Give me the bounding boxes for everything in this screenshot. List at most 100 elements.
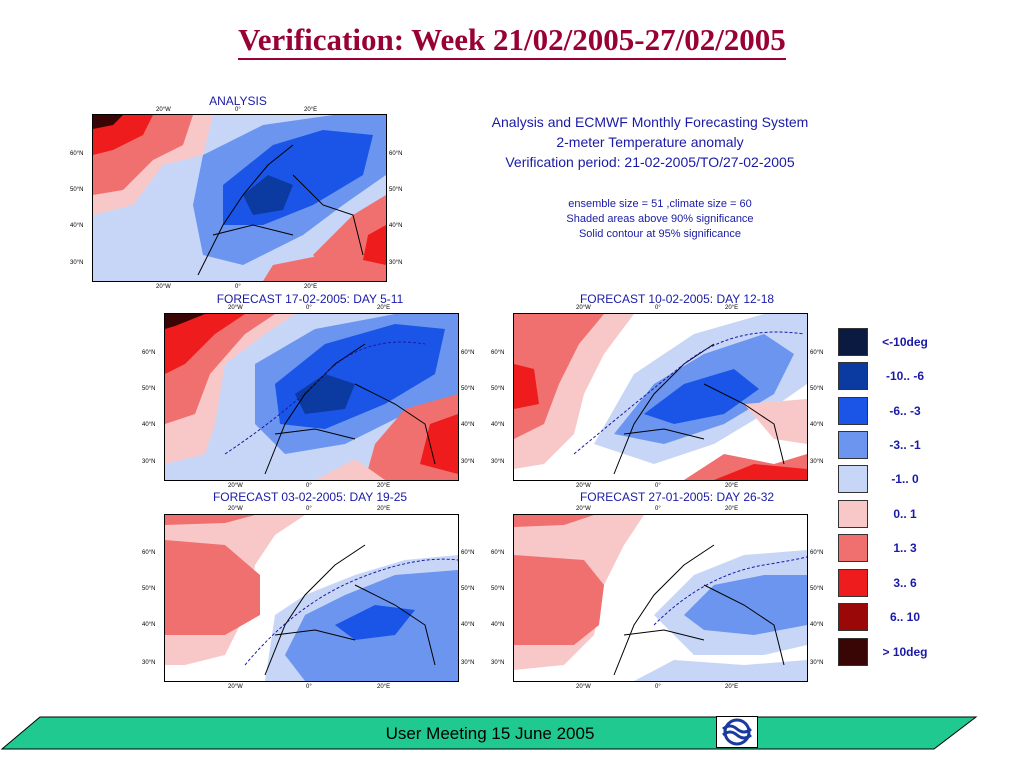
lon-tick: 0° [306, 305, 312, 311]
legend-swatch [838, 569, 868, 597]
lon-tick: 0° [655, 684, 661, 690]
lat-tick: 40°N [491, 622, 505, 628]
legend-swatch [838, 397, 868, 425]
lon-tick: 0° [306, 684, 312, 690]
lon-tick: 20°E [725, 483, 739, 489]
lat-tick: 40°N [70, 223, 84, 229]
map-title-forecast: FORECAST 03-02-2005: DAY 19-25 [212, 490, 408, 504]
lon-tick: 20°E [725, 506, 739, 512]
lat-tick: 50°N [810, 586, 824, 592]
legend-swatch [838, 534, 868, 562]
forecast-map-3 [164, 514, 459, 682]
info-line: Verification period: 21-02-2005/TO/27-02… [505, 154, 795, 170]
legend-label: 0.. 1 [893, 507, 917, 521]
lat-tick: 60°N [142, 550, 156, 556]
lat-tick: 60°N [491, 350, 505, 356]
map-title-forecast: FORECAST 17-02-2005: DAY 5-11 [216, 292, 404, 306]
analysis-map [92, 114, 387, 282]
lon-tick: 20°E [377, 483, 391, 489]
lon-tick: 20°W [228, 506, 243, 512]
lon-tick: 20°W [156, 107, 171, 113]
lon-tick: 0° [235, 284, 241, 290]
lat-tick: 60°N [389, 151, 403, 157]
lat-tick: 30°N [70, 260, 84, 266]
legend-label: <-10deg [882, 335, 928, 349]
lat-tick: 30°N [461, 660, 475, 666]
map-title-analysis: ANALYSIS [209, 94, 267, 108]
info-details: ensemble size = 51 ,climate size = 60 Sh… [490, 197, 830, 242]
map-title-forecast: FORECAST 27-01-2005: DAY 26-32 [579, 490, 775, 504]
info-line: Solid contour at 95% significance [578, 228, 742, 240]
lat-tick: 40°N [810, 622, 824, 628]
forecast-map-2 [513, 313, 808, 481]
lat-tick: 30°N [142, 660, 156, 666]
lat-tick: 50°N [142, 386, 156, 392]
info-line: 2-meter Temperature anomaly [556, 134, 744, 150]
lon-tick: 20°E [725, 305, 739, 311]
lon-tick: 20°W [228, 684, 243, 690]
lon-tick: 20°E [725, 684, 739, 690]
legend-label: 3.. 6 [893, 576, 917, 590]
info-line: Shaded areas above 90% significance [566, 213, 754, 225]
lon-tick: 20°E [377, 684, 391, 690]
map-title-forecast: FORECAST 10-02-2005: DAY 12-18 [579, 292, 775, 306]
lon-tick: 0° [655, 305, 661, 311]
legend-label: -3.. -1 [889, 438, 921, 452]
legend-label: > 10deg [882, 645, 928, 659]
lon-tick: 20°W [576, 483, 591, 489]
info-line: ensemble size = 51 ,climate size = 60 [568, 198, 752, 210]
lat-tick: 40°N [461, 622, 475, 628]
lon-tick: 0° [235, 107, 241, 113]
lon-tick: 20°W [228, 483, 243, 489]
lon-tick: 20°W [576, 684, 591, 690]
lat-tick: 40°N [142, 422, 156, 428]
lon-tick: 20°E [304, 284, 318, 290]
legend-swatch [838, 500, 868, 528]
footer-text: User Meeting 15 June 2005 [385, 724, 595, 743]
legend-label: -1.. 0 [891, 472, 919, 486]
lon-tick: 20°E [377, 506, 391, 512]
lon-tick: 0° [655, 506, 661, 512]
lat-tick: 60°N [142, 350, 156, 356]
lat-tick: 60°N [461, 550, 475, 556]
lon-tick: 0° [655, 483, 661, 489]
lat-tick: 30°N [142, 459, 156, 465]
lon-tick: 20°W [576, 506, 591, 512]
lat-tick: 60°N [810, 350, 824, 356]
lat-tick: 40°N [389, 223, 403, 229]
lat-tick: 50°N [389, 187, 403, 193]
legend-swatch [838, 465, 868, 493]
lat-tick: 50°N [70, 187, 84, 193]
lon-tick: 20°W [576, 305, 591, 311]
lat-tick: 50°N [491, 586, 505, 592]
legend-swatch [838, 638, 868, 666]
lat-tick: 30°N [491, 660, 505, 666]
lat-tick: 30°N [810, 459, 824, 465]
legend-swatch [838, 431, 868, 459]
forecast-map-1 [164, 313, 459, 481]
forecast-map-4 [513, 514, 808, 682]
legend-label: 6.. 10 [889, 610, 921, 624]
lat-tick: 50°N [491, 386, 505, 392]
legend-label: 1.. 3 [893, 541, 917, 555]
lon-tick: 20°E [304, 107, 318, 113]
legend-label: -6.. -3 [889, 404, 921, 418]
lon-tick: 0° [306, 483, 312, 489]
lat-tick: 40°N [461, 422, 475, 428]
lat-tick: 60°N [70, 151, 84, 157]
lat-tick: 50°N [142, 586, 156, 592]
lat-tick: 50°N [461, 586, 475, 592]
lat-tick: 40°N [491, 422, 505, 428]
lat-tick: 30°N [810, 660, 824, 666]
info-block: Analysis and ECMWF Monthly Forecasting S… [440, 112, 860, 172]
lon-tick: 0° [306, 506, 312, 512]
legend-swatch [838, 328, 868, 356]
lon-tick: 20°W [228, 305, 243, 311]
lat-tick: 30°N [491, 459, 505, 465]
ecmwf-logo-icon [716, 716, 758, 748]
legend-swatch [838, 362, 868, 390]
lon-tick: 20°W [156, 284, 171, 290]
slide-title: Verification: Week 21/02/2005-27/02/2005 [0, 22, 1024, 60]
lat-tick: 50°N [461, 386, 475, 392]
lon-tick: 20°E [377, 305, 391, 311]
